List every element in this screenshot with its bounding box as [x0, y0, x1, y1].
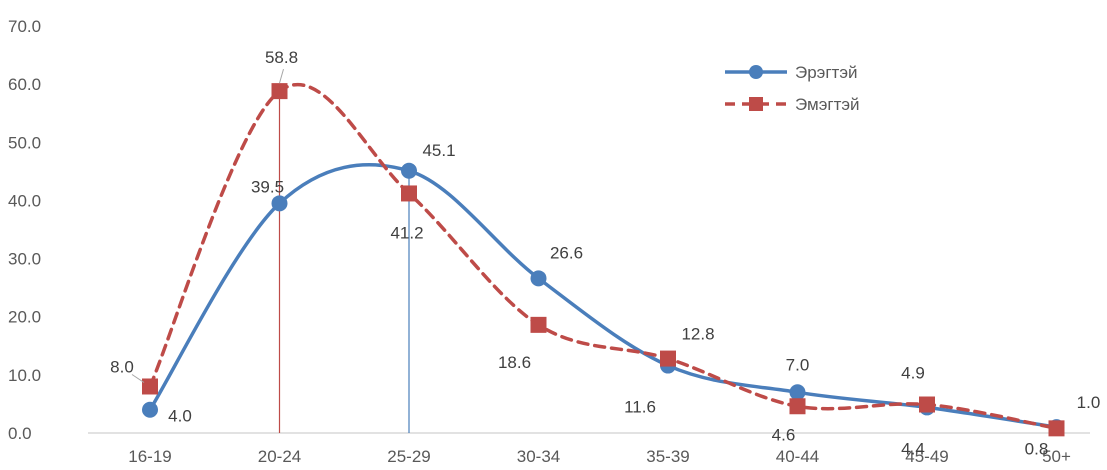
data-label-male: 4.0: [168, 407, 192, 426]
data-label-male: 4.4: [901, 439, 925, 458]
data-point: [789, 398, 806, 415]
legend-item-male: Эрэгтэй: [725, 63, 858, 82]
data-label-female: 4.6: [772, 425, 796, 444]
drop-lines: [278, 91, 410, 433]
data-point: [660, 350, 676, 367]
data-point: [919, 396, 935, 413]
data-point: [1048, 420, 1065, 437]
x-tick-label: 20-24: [258, 447, 301, 466]
data-label-male: 1.0: [1077, 393, 1101, 412]
y-tick-label: 0.0: [8, 424, 32, 443]
data-point: [271, 195, 288, 212]
data-label-male: 39.5: [251, 177, 284, 196]
data-point: [789, 384, 806, 401]
y-tick-label: 70.0: [8, 17, 41, 36]
data-label-female: 8.0: [110, 357, 134, 376]
data-label-female: 4.9: [901, 364, 925, 383]
data-label-female: 58.8: [265, 48, 298, 67]
x-tick-label: 50+: [1042, 447, 1071, 466]
x-tick-label: 25-29: [387, 447, 430, 466]
x-tick-label: 45-49: [905, 447, 948, 466]
series-layer: [142, 82, 1065, 437]
data-point: [271, 83, 288, 100]
x-tick-label: 16-19: [128, 447, 171, 466]
series-male: [142, 162, 1065, 436]
x-tick-label: 35-39: [646, 447, 689, 466]
data-point: [142, 378, 158, 395]
legend-marker: [749, 97, 763, 111]
data-point: [530, 270, 547, 287]
x-axis: 16-19 20-24 25-29 30-34 35-39 40-44 45-49 50+: [88, 432, 1090, 466]
legend-item-female: Эмэгтэй: [725, 95, 860, 114]
data-label-male: 26.6: [550, 243, 583, 262]
label-leader-line: [279, 68, 284, 84]
data-label-female: 18.6: [498, 353, 531, 372]
legend-label: Эмэгтэй: [795, 95, 860, 114]
y-tick-label: 10.0: [8, 366, 41, 385]
y-tick-label: 40.0: [8, 191, 41, 210]
y-tick-label: 50.0: [8, 133, 41, 152]
data-point: [401, 162, 417, 179]
data-point: [401, 185, 417, 202]
x-tick-label: 40-44: [776, 447, 819, 466]
data-label-female: 12.8: [681, 325, 714, 344]
data-label-female: 41.2: [390, 223, 423, 242]
data-label-male: 45.1: [422, 141, 455, 160]
data-point: [530, 316, 547, 333]
label-leader-line: [131, 374, 145, 383]
data-label-male: 11.6: [624, 398, 656, 417]
data-label-female: 0.8: [1025, 439, 1049, 458]
legend-label: Эрэгтэй: [795, 63, 858, 82]
legend-marker: [749, 65, 763, 79]
y-tick-label: 60.0: [8, 75, 41, 94]
data-labels: 4.0 39.5 45.1 26.6 11.6 7.0 4.4 1.0 8.0 58.8 41.2 1…: [110, 48, 1100, 458]
series-female: [142, 82, 1065, 437]
x-tick-label: 30-34: [517, 447, 560, 466]
data-point: [142, 401, 158, 418]
y-axis: 0.0 10.0 20.0 30.0 40.0 50.0 60.0 70.0: [8, 17, 41, 443]
y-tick-label: 20.0: [8, 308, 41, 327]
data-label-male: 7.0: [786, 355, 810, 374]
legend: Эрэгтэй Эмэгтэй: [725, 63, 860, 114]
y-tick-label: 30.0: [8, 250, 41, 269]
